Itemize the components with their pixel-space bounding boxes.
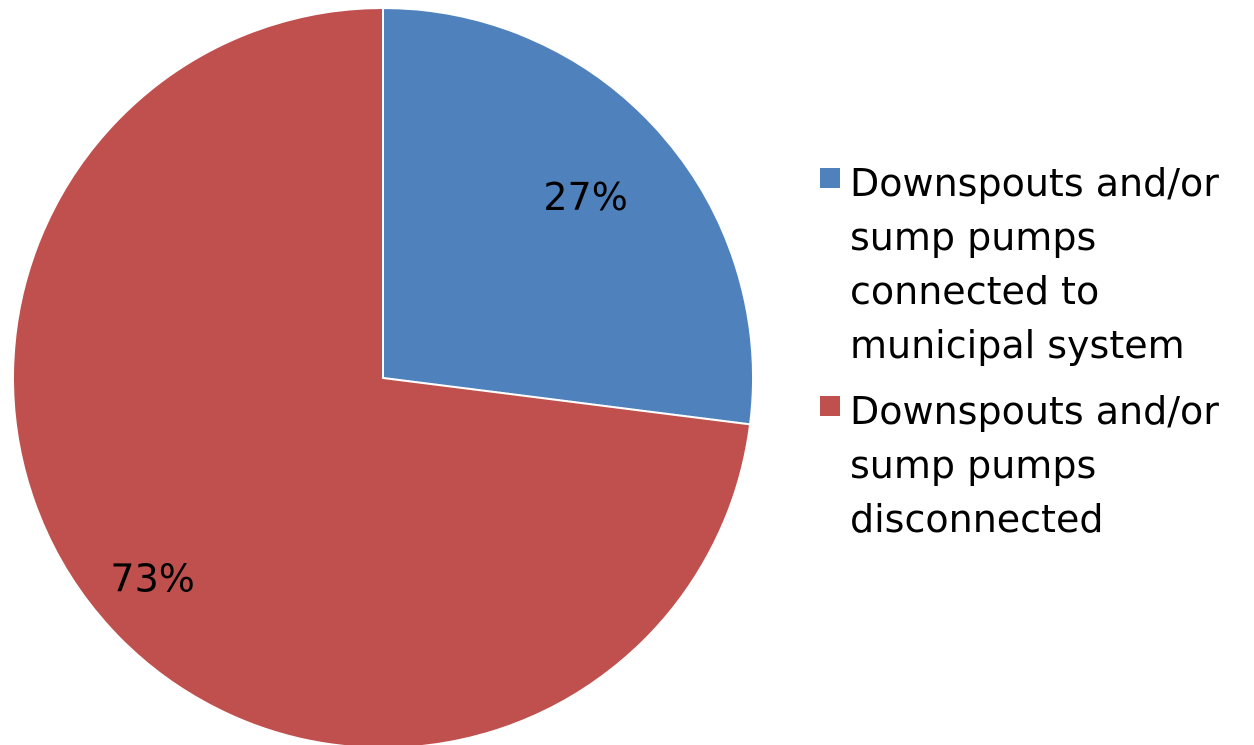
legend-label-connected: Downspouts and/or sump pumps connected t…	[850, 161, 1219, 367]
data-label-disconnected: 73%	[110, 557, 194, 601]
data-label-connected: 27%	[543, 175, 627, 219]
pie-plot-area: 27% 73%	[12, 6, 754, 745]
legend-item-disconnected: Downspouts and/or sump pumps disconnecte…	[820, 384, 1250, 546]
legend-label-disconnected: Downspouts and/or sump pumps disconnecte…	[850, 389, 1219, 541]
pie-slice-connected	[382, 6, 754, 426]
legend-swatch-disconnected	[820, 396, 840, 416]
chart-legend: Downspouts and/or sump pumps connected t…	[820, 156, 1250, 558]
legend-item-connected: Downspouts and/or sump pumps connected t…	[820, 156, 1250, 372]
pie-slice-disconnected	[12, 6, 752, 745]
legend-swatch-connected	[820, 168, 840, 188]
